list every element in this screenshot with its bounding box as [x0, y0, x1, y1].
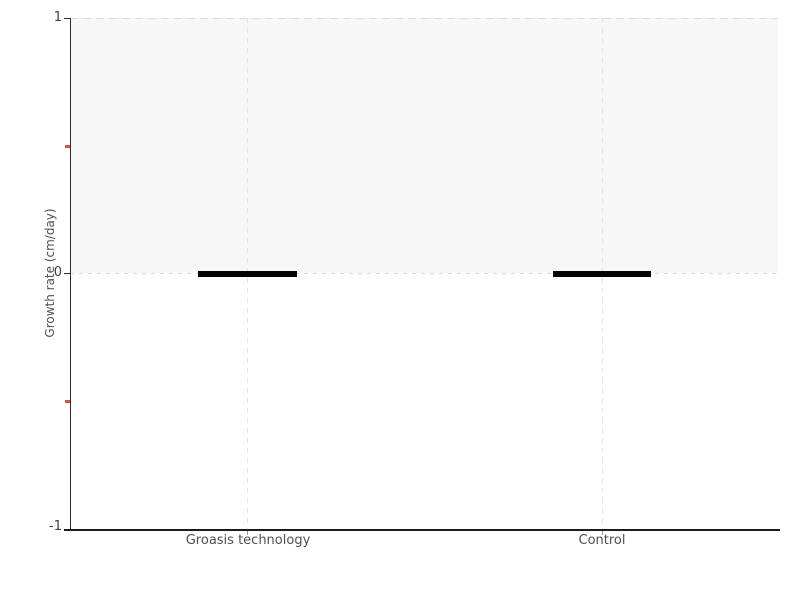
- box-groasis-technology: [198, 271, 297, 277]
- y-tick-label-neg1: -1: [49, 519, 62, 534]
- x-tickmark-groasis: [247, 531, 248, 535]
- box-control: [553, 271, 651, 277]
- gridline-y-1: [70, 18, 778, 19]
- y-axis-title: Growth rate (cm/day): [43, 208, 57, 338]
- y-minor-tick-0p5: [65, 145, 70, 148]
- plot-band-zero-to-one: [70, 18, 778, 273]
- y-tickmark-0: [64, 273, 70, 274]
- gridline-y-0: [70, 273, 778, 274]
- y-axis-line: [70, 18, 71, 530]
- y-minor-tick-neg0p5: [65, 400, 70, 403]
- x-tickmark-control: [602, 531, 603, 535]
- x-category-label-control: Control: [578, 533, 626, 548]
- x-axis-line: [64, 529, 780, 531]
- y-tick-label-1: 1: [53, 10, 62, 25]
- y-tickmark-1: [64, 18, 70, 19]
- x-category-label-groasis: Groasis technology: [185, 533, 311, 548]
- y-tick-label-0: 0: [53, 265, 62, 280]
